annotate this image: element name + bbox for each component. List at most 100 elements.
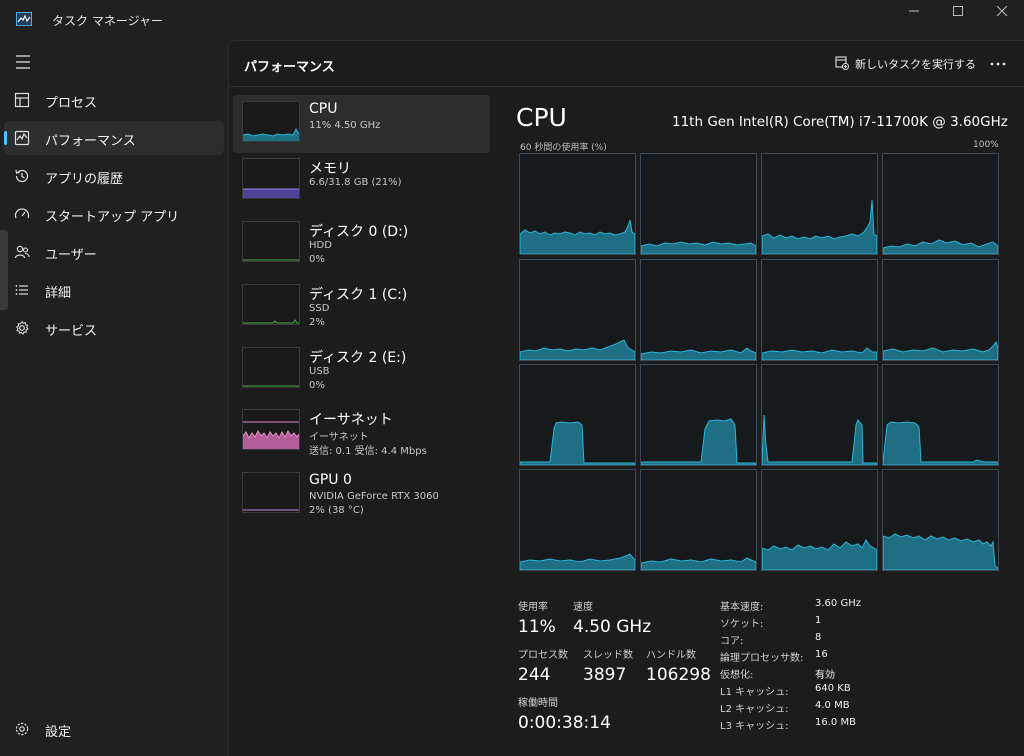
core-graph bbox=[882, 469, 999, 571]
memory-thumbnail-graph bbox=[242, 158, 300, 199]
resource-disk-0[interactable]: ディスク 0 (D:) HDD 0% bbox=[233, 215, 490, 273]
task-manager-icon bbox=[16, 12, 32, 26]
sidebar-item-details[interactable]: 詳細 bbox=[4, 273, 224, 307]
minimize-button[interactable] bbox=[894, 0, 934, 22]
resource-detail: イーサネット bbox=[309, 432, 369, 443]
usage-value: 11% bbox=[518, 617, 556, 637]
sidebar-item-label: アプリの履歴 bbox=[45, 172, 124, 187]
sidebar-item-processes[interactable]: プロセス bbox=[4, 83, 224, 117]
sidebar-item-label: ユーザー bbox=[45, 248, 97, 263]
core-graph bbox=[640, 153, 757, 255]
resource-detail: SSD bbox=[309, 303, 330, 314]
sidebar-item-settings[interactable]: 設定 bbox=[4, 712, 224, 746]
sidebar-item-services[interactable]: サービス bbox=[4, 311, 224, 345]
cpu-thumbnail-graph bbox=[242, 101, 300, 142]
core-graph bbox=[882, 153, 999, 255]
logical-processor-graphs bbox=[519, 153, 999, 574]
spec-key: 基本速度: bbox=[720, 602, 764, 613]
maximize-button[interactable] bbox=[938, 0, 978, 22]
uptime-label: 稼働時間 bbox=[518, 698, 558, 709]
resource-ethernet[interactable]: イーサネット イーサネット 送信: 0.1 受信: 4.4 Mbps bbox=[233, 403, 490, 461]
spec-value: 有効 bbox=[815, 670, 835, 681]
startup-gauge-icon bbox=[14, 208, 30, 219]
spec-key: 仮想化: bbox=[720, 670, 754, 681]
resource-name: CPU bbox=[309, 101, 338, 117]
spec-value: 16.0 MB bbox=[815, 717, 856, 728]
hamburger-menu-icon[interactable] bbox=[12, 52, 36, 72]
core-graph bbox=[519, 469, 636, 571]
spec-value: 1 bbox=[815, 615, 822, 626]
speed-label: 速度 bbox=[573, 602, 593, 613]
page-title: パフォーマンス bbox=[244, 60, 335, 75]
sidebar-item-label: パフォーマンス bbox=[45, 134, 136, 149]
resource-name: イーサネット bbox=[309, 412, 393, 428]
uptime-value: 0:00:38:14 bbox=[518, 713, 611, 733]
spec-key: 論理プロセッサ数: bbox=[720, 653, 804, 664]
spec-value: 640 KB bbox=[815, 683, 851, 694]
page-header: パフォーマンス 新しいタスクを実行する bbox=[229, 41, 1024, 87]
handles-value: 106298 bbox=[646, 665, 711, 685]
core-graph bbox=[519, 364, 636, 466]
sidebar-item-startup-apps[interactable]: スタートアップ アプリ bbox=[4, 197, 224, 231]
spec-value: 8 bbox=[815, 632, 822, 643]
core-graph bbox=[761, 153, 878, 255]
resource-detail: NVIDIA GeForce RTX 3060 bbox=[309, 491, 439, 502]
spec-value: 16 bbox=[815, 649, 828, 660]
handles-label: ハンドル数 bbox=[646, 650, 696, 661]
details-list-icon bbox=[15, 285, 28, 295]
spec-key: L3 キャッシュ: bbox=[720, 721, 789, 732]
active-indicator bbox=[4, 131, 7, 145]
resource-gpu-0[interactable]: GPU 0 NVIDIA GeForce RTX 3060 2% (38 °C) bbox=[233, 466, 490, 524]
resource-cpu[interactable]: CPU 11% 4.50 GHz bbox=[233, 95, 490, 153]
main-panel: パフォーマンス 新しいタスクを実行する CPU 11% 4.50 GHz bbox=[228, 40, 1024, 756]
resource-detail: 6.6/31.8 GB (21%) bbox=[309, 177, 402, 188]
core-graph bbox=[640, 469, 757, 571]
run-task-label: 新しいタスクを実行する bbox=[855, 58, 976, 71]
sidebar-item-performance[interactable]: パフォーマンス bbox=[4, 121, 224, 155]
core-graph bbox=[882, 259, 999, 361]
sidebar-item-label: スタートアップ アプリ bbox=[45, 210, 180, 225]
processes-label: プロセス数 bbox=[518, 650, 568, 661]
sidebar-item-label: プロセス bbox=[45, 96, 98, 111]
title-bar: タスク マネージャー bbox=[0, 0, 1024, 40]
resource-usage: 0% bbox=[309, 254, 325, 265]
more-options-icon[interactable] bbox=[985, 53, 1011, 75]
core-graph bbox=[882, 364, 999, 466]
ethernet-thumbnail-graph bbox=[242, 409, 300, 450]
sidebar-item-users[interactable]: ユーザー bbox=[4, 235, 224, 269]
resource-name: ディスク 2 (E:) bbox=[309, 350, 407, 366]
close-button[interactable] bbox=[982, 0, 1022, 22]
run-new-task-button[interactable]: 新しいタスクを実行する bbox=[833, 53, 976, 75]
core-graph bbox=[640, 364, 757, 466]
core-graph bbox=[519, 153, 636, 255]
graph-caption: 60 秒間の使用率 (%) bbox=[520, 143, 607, 153]
users-icon bbox=[14, 245, 30, 259]
run-task-icon bbox=[835, 56, 849, 70]
graph-max-label: 100% bbox=[973, 140, 999, 150]
resource-memory[interactable]: メモリ 6.6/31.8 GB (21%) bbox=[233, 152, 490, 210]
spec-key: ソケット: bbox=[720, 619, 764, 630]
sidebar-nav: プロセス パフォーマンス アプリの履歴 スタートアップ アプリ ユー bbox=[0, 40, 228, 756]
threads-label: スレッド数 bbox=[583, 650, 633, 661]
sidebar-item-label: 設定 bbox=[45, 725, 72, 740]
spec-value: 4.0 MB bbox=[815, 700, 850, 711]
resource-name: ディスク 1 (C:) bbox=[309, 287, 408, 303]
history-icon bbox=[15, 169, 29, 183]
core-graph bbox=[761, 364, 878, 466]
resource-detail: USB bbox=[309, 366, 330, 377]
sidebar-item-app-history[interactable]: アプリの履歴 bbox=[4, 159, 224, 193]
core-graph bbox=[640, 259, 757, 361]
window-edge bbox=[0, 230, 8, 310]
resource-disk-2[interactable]: ディスク 2 (E:) USB 0% bbox=[233, 341, 490, 399]
resource-usage: 送信: 0.1 受信: 4.4 Mbps bbox=[309, 446, 427, 457]
resource-detail: 11% 4.50 GHz bbox=[309, 120, 381, 131]
resource-name: メモリ bbox=[309, 161, 351, 177]
resource-disk-1[interactable]: ディスク 1 (C:) SSD 2% bbox=[233, 278, 490, 336]
disk-2-thumbnail-graph bbox=[242, 347, 300, 388]
spec-key: L1 キャッシュ: bbox=[720, 687, 789, 698]
resource-usage: 0% bbox=[309, 380, 325, 391]
disk-1-thumbnail-graph bbox=[242, 284, 300, 325]
spec-key: L2 キャッシュ: bbox=[720, 704, 789, 715]
cpu-detail-title: CPU bbox=[516, 103, 567, 132]
usage-label: 使用率 bbox=[518, 602, 548, 613]
